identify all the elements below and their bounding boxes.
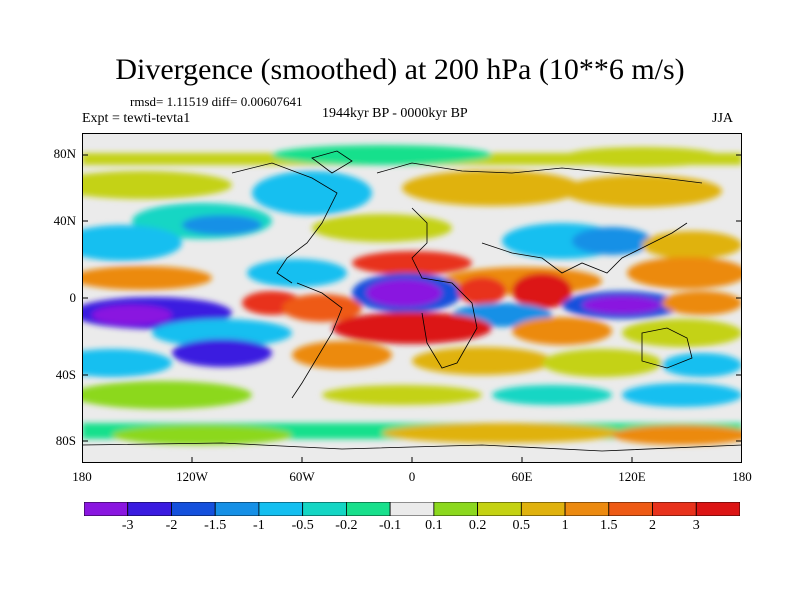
colorbar-label: 3 bbox=[692, 518, 700, 533]
colorbar-swatch bbox=[127, 502, 172, 516]
colorbar-label: -1.5 bbox=[204, 518, 227, 533]
lon-label-0: 0 bbox=[408, 469, 416, 484]
colorbar-swatch bbox=[695, 502, 740, 516]
lat-label-80s: 80S bbox=[55, 433, 76, 448]
contour-field bbox=[82, 133, 742, 463]
colorbar-label: -0.2 bbox=[335, 518, 358, 533]
colorbar-label: -3 bbox=[121, 518, 134, 533]
lat-label-40n: 40N bbox=[53, 213, 76, 228]
lon-label-120w: 120W bbox=[176, 469, 208, 484]
colorbar-swatch bbox=[477, 502, 522, 516]
lon-label-180w: 180 bbox=[72, 469, 92, 484]
lon-label-60w: 60W bbox=[289, 469, 315, 484]
map-ticks bbox=[82, 154, 742, 463]
colorbar-label: -1 bbox=[253, 518, 265, 533]
period-label: 1944kyr BP - 0000kyr BP bbox=[322, 106, 468, 121]
lon-label-120e: 120E bbox=[618, 469, 646, 484]
colorbar-swatch bbox=[258, 502, 304, 516]
colorbar-label: 0.1 bbox=[425, 518, 443, 533]
colorbar-label: -0.1 bbox=[379, 518, 402, 533]
colorbar-swatch bbox=[345, 502, 391, 516]
lat-label-80n: 80N bbox=[53, 146, 76, 161]
season-label: JJA bbox=[712, 111, 734, 126]
lat-label-0: 0 bbox=[69, 290, 77, 305]
colorbar-swatch bbox=[520, 502, 566, 516]
colorbar-label: 0.5 bbox=[512, 518, 531, 533]
colorbar-swatch bbox=[171, 502, 216, 516]
stats-label: rmsd= 1.11519 diff= 0.00607641 bbox=[130, 94, 303, 109]
coastlines bbox=[82, 150, 742, 452]
colorbar-label: -2 bbox=[165, 518, 178, 533]
lat-label-40s: 40S bbox=[55, 367, 76, 382]
colorbar-swatch bbox=[608, 502, 653, 516]
lon-label-60e: 60E bbox=[511, 469, 533, 484]
colorbar-swatch bbox=[84, 502, 129, 516]
colorbar-swatch bbox=[564, 502, 610, 516]
colorbar-swatch bbox=[302, 502, 347, 516]
colorbar-swatch bbox=[389, 502, 435, 516]
lon-label-180e: 180 bbox=[732, 469, 752, 484]
colorbar-label: 2 bbox=[649, 518, 656, 533]
colorbar-label: 1.5 bbox=[600, 518, 618, 533]
colorbar-swatch bbox=[433, 502, 478, 516]
experiment-label: Expt = tewti-tevta1 bbox=[82, 111, 191, 126]
colorbar-label: 0.2 bbox=[468, 518, 487, 533]
colorbar-label: 1 bbox=[561, 518, 569, 533]
colorbar-label: -0.5 bbox=[291, 518, 314, 533]
colorbar bbox=[84, 502, 740, 516]
plot-title: Divergence (smoothed) at 200 hPa (10**6 … bbox=[115, 53, 685, 86]
colorbar-swatch bbox=[652, 502, 697, 516]
divergence-map bbox=[82, 133, 742, 463]
colorbar-swatch bbox=[214, 502, 260, 516]
